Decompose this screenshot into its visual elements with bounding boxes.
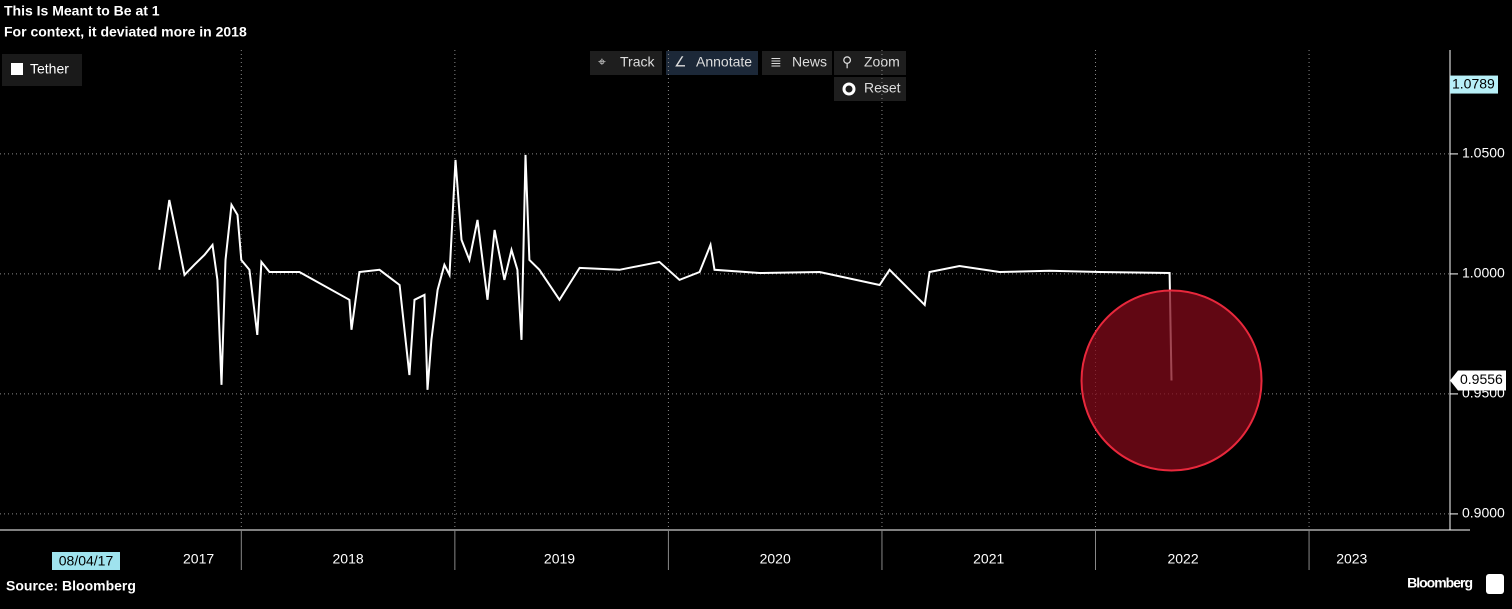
button-icon: ⚲ (842, 54, 852, 70)
chart-title: This Is Meant to Be at 1 (4, 3, 160, 19)
legend-swatch (11, 63, 23, 75)
button-icon: ∠ (674, 54, 687, 70)
button-label[interactable]: Reset (864, 80, 901, 96)
button-label[interactable]: Track (620, 54, 655, 70)
source: Source: Bloomberg (6, 578, 136, 594)
y-tick-label: 1.0000 (1462, 265, 1505, 281)
line (158, 154, 1173, 390)
value-tag-label: 0.9556 (1460, 371, 1503, 387)
y-tick-label: 1.0500 (1462, 145, 1505, 161)
toolbar: ⌖ Track ∠ Annotate ≣ News ⚲ Zoom Reset (590, 51, 906, 101)
button-icon: ⌖ (598, 54, 606, 70)
button[interactable] (834, 77, 906, 101)
button-label[interactable]: Zoom (864, 54, 900, 70)
x-tick-label: 2019 (544, 551, 575, 567)
x-tick-label: 2021 (973, 551, 1004, 567)
button[interactable] (834, 51, 906, 75)
chart-subtitle: For context, it deviated more in 2018 (4, 24, 247, 40)
y-tick-label: 0.9000 (1462, 505, 1505, 521)
x-tick-label: 2017 (183, 551, 214, 567)
x-tick-label: 2023 (1336, 551, 1367, 567)
start-date-label: 08/04/17 (59, 553, 114, 569)
button[interactable] (666, 51, 758, 75)
x-tick-label: 2018 (333, 551, 364, 567)
button-label[interactable]: News (792, 54, 827, 70)
value-tag (1450, 370, 1506, 391)
button[interactable] (590, 51, 662, 75)
start-date-box (52, 552, 120, 570)
brand-icon (1486, 574, 1504, 594)
value-tag (1450, 75, 1498, 94)
annotation-circle (1080, 289, 1263, 472)
button-icon: ≣ (770, 54, 782, 70)
button-icon (842, 82, 856, 96)
brand: Bloomberg (1407, 575, 1472, 591)
button-label[interactable]: Annotate (696, 54, 752, 70)
x-tick-label: 2022 (1167, 551, 1198, 567)
value-tag-label: 1.0789 (1452, 75, 1495, 91)
x-tick-label: 2020 (760, 551, 791, 567)
button[interactable] (762, 51, 832, 75)
legend-label: Tether (30, 61, 69, 77)
